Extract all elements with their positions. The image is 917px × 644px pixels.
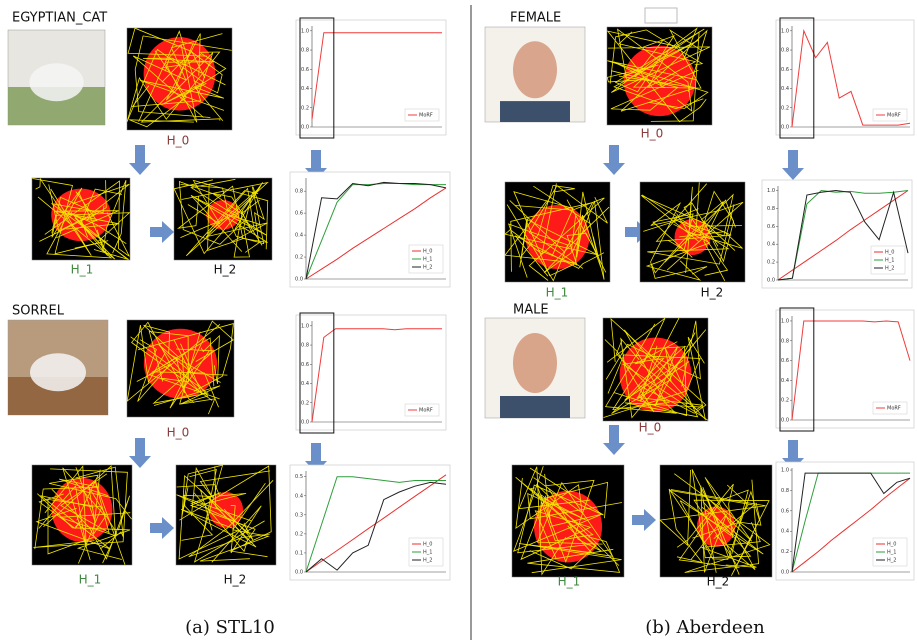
y-tick-label: 0.4 [781, 86, 789, 92]
arrow [782, 150, 804, 180]
y-tick-label: 0.8 [295, 189, 303, 195]
y-tick-label: 1.0 [301, 323, 309, 329]
arrow [632, 509, 656, 531]
legend-label: H_0 [885, 250, 894, 256]
legend-label: H_2 [887, 558, 896, 564]
y-tick-label: 0.8 [301, 343, 309, 349]
y-tick-label: 0.5 [295, 474, 303, 480]
panel-caption: (b) Aberdeen [645, 617, 765, 638]
y-tick-label: 0.2 [295, 255, 303, 261]
example-label: MALE [513, 303, 549, 318]
y-tick-label: 0.1 [295, 550, 303, 556]
empty-box [645, 8, 677, 23]
y-tick-label: 0.8 [767, 206, 775, 212]
legend-label: MoRF [419, 113, 433, 119]
y-tick-label: 0.8 [781, 48, 789, 54]
y-tick-label: 0.2 [295, 531, 303, 537]
y-tick-label: 0.0 [781, 570, 789, 576]
legend-label: H_1 [885, 258, 894, 264]
y-tick-label: 0.6 [301, 362, 309, 368]
y-tick-label: 0.2 [781, 549, 789, 555]
photo-shoulders [500, 396, 570, 418]
example-label: FEMALE [510, 11, 561, 26]
legend-label: H_0 [887, 542, 896, 548]
layer-caption: H_2 [701, 286, 724, 300]
y-tick-label: 1.0 [781, 318, 789, 324]
layer-caption: H_0 [639, 421, 662, 435]
y-tick-label: 0.0 [301, 420, 309, 426]
layer-caption: H_0 [167, 134, 190, 148]
photo-subject [29, 63, 83, 101]
layer-caption: H_2 [214, 263, 237, 277]
figure: EGYPTIAN_CAT H_0 0.0 0.2 0.4 0.6 0.8 1.0 MoRF H_1… [0, 0, 917, 644]
y-tick-label: 0.0 [301, 125, 309, 131]
arrow [150, 517, 174, 539]
y-tick-label: 0.6 [767, 224, 775, 230]
photo-face [513, 41, 557, 98]
legend-label: MoRF [887, 113, 901, 119]
legend-label: H_1 [423, 257, 432, 263]
layer-caption: H_0 [167, 426, 190, 440]
y-tick-label: 0.8 [781, 338, 789, 344]
y-tick-label: 0.3 [295, 512, 303, 518]
arrow [129, 438, 151, 468]
photo-shoulders [500, 101, 570, 122]
y-tick-label: 0.2 [301, 400, 309, 406]
legend-label: H_2 [885, 266, 894, 272]
layer-caption: H_2 [707, 575, 730, 589]
legend-label: MoRF [887, 406, 901, 412]
y-tick-label: 0.4 [767, 242, 775, 248]
layer-caption: H_2 [224, 573, 247, 587]
layer-caption: H_1 [558, 575, 581, 589]
y-tick-label: 0.2 [767, 260, 775, 266]
y-tick-label: 0.2 [301, 105, 309, 111]
legend-label: H_1 [887, 550, 896, 556]
photo-face [513, 333, 557, 393]
y-tick-label: 0.0 [295, 277, 303, 283]
layer-caption: H_1 [546, 286, 569, 300]
y-tick-label: 0.2 [781, 105, 789, 111]
legend-label: H_0 [423, 542, 432, 548]
legend-label: MoRF [419, 408, 433, 414]
y-tick-label: 0.0 [295, 570, 303, 576]
y-tick-label: 0.4 [781, 529, 789, 535]
y-tick-label: 0.0 [781, 125, 789, 131]
layer-caption: H_0 [641, 127, 664, 141]
layer-caption: H_1 [79, 573, 102, 587]
example-label: EGYPTIAN_CAT [12, 11, 107, 26]
example-label: SORREL [12, 304, 65, 319]
y-tick-label: 0.2 [781, 398, 789, 404]
y-tick-label: 0.0 [767, 278, 775, 284]
y-tick-label: 0.4 [301, 86, 309, 92]
panel-caption: (a) STL10 [185, 617, 275, 638]
y-tick-label: 0.6 [301, 67, 309, 73]
y-tick-label: 0.4 [781, 378, 789, 384]
y-tick-label: 0.4 [301, 381, 309, 387]
y-tick-label: 0.8 [781, 488, 789, 494]
y-tick-label: 0.6 [781, 358, 789, 364]
y-tick-label: 1.0 [301, 28, 309, 34]
legend-label: H_2 [423, 558, 432, 564]
legend-label: H_1 [423, 550, 432, 556]
y-tick-label: 0.0 [781, 418, 789, 424]
arrow [603, 425, 625, 455]
y-tick-label: 0.4 [295, 233, 303, 239]
y-tick-label: 1.0 [767, 188, 775, 194]
y-tick-label: 0.6 [781, 67, 789, 73]
legend-label: H_0 [423, 249, 432, 255]
layer-caption: H_1 [71, 263, 94, 277]
legend-label: H_2 [423, 265, 432, 271]
arrow [150, 221, 174, 243]
photo-subject [30, 353, 86, 391]
y-tick-label: 0.8 [301, 48, 309, 54]
y-tick-label: 0.6 [295, 211, 303, 217]
y-tick-label: 1.0 [781, 468, 789, 474]
arrow [129, 145, 151, 175]
arrow [603, 145, 625, 175]
y-tick-label: 0.4 [295, 493, 303, 499]
y-tick-label: 0.6 [781, 508, 789, 514]
y-tick-label: 1.0 [781, 28, 789, 34]
